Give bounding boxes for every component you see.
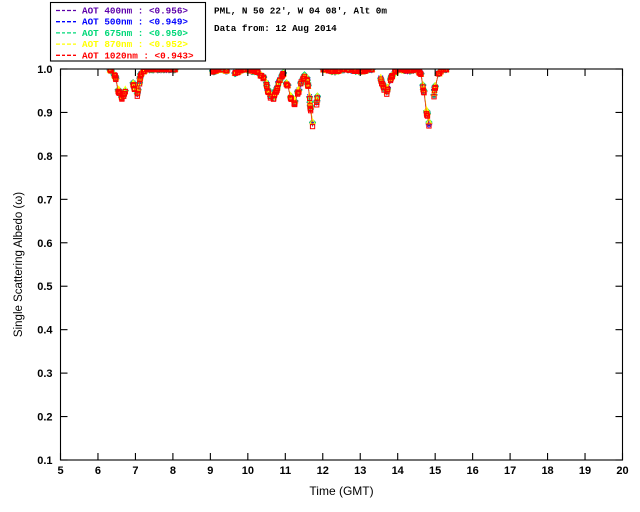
svg-text:0.7: 0.7 (37, 194, 52, 206)
svg-text:Time (GMT): Time (GMT) (309, 484, 373, 498)
svg-text:17: 17 (504, 465, 516, 477)
svg-text:1.0: 1.0 (37, 64, 52, 76)
svg-text:0.1: 0.1 (37, 455, 52, 467)
svg-text:19: 19 (579, 465, 591, 477)
svg-text:AOT 500nm : <0.949>: AOT 500nm : <0.949> (82, 17, 188, 28)
svg-text:0.4: 0.4 (37, 325, 53, 337)
svg-text:13: 13 (354, 465, 366, 477)
svg-text:6: 6 (95, 465, 101, 477)
svg-text:AOT 1020nm : <0.943>: AOT 1020nm : <0.943> (82, 50, 194, 61)
svg-text:0.8: 0.8 (37, 151, 52, 163)
svg-text:10: 10 (242, 465, 254, 477)
svg-text:0.2: 0.2 (37, 412, 52, 424)
svg-text:AOT 400nm : <0.956>: AOT 400nm : <0.956> (82, 6, 188, 17)
svg-text:12: 12 (317, 465, 329, 477)
svg-text:9: 9 (207, 465, 213, 477)
svg-text:0.6: 0.6 (37, 238, 52, 250)
svg-text:20: 20 (616, 465, 628, 477)
svg-text:7: 7 (132, 465, 138, 477)
svg-text:PML, N 50 22', W 04 08', Alt 0: PML, N 50 22', W 04 08', Alt 0m (214, 6, 387, 17)
svg-text:15: 15 (429, 465, 441, 477)
svg-text:8: 8 (170, 465, 176, 477)
svg-text:5: 5 (57, 465, 63, 477)
svg-text:0.5: 0.5 (37, 281, 52, 293)
svg-text:16: 16 (467, 465, 479, 477)
svg-text:Data from: 12 Aug 2014: Data from: 12 Aug 2014 (214, 23, 337, 34)
svg-text:18: 18 (541, 465, 553, 477)
svg-text:AOT 870nm : <0.952>: AOT 870nm : <0.952> (82, 39, 188, 50)
svg-text:Single Scattering Albedo (ω): Single Scattering Albedo (ω) (13, 192, 25, 337)
svg-text:AOT 675nm : <0.950>: AOT 675nm : <0.950> (82, 28, 188, 39)
svg-text:0.9: 0.9 (37, 107, 52, 119)
svg-text:11: 11 (279, 465, 291, 477)
svg-text:0.3: 0.3 (37, 368, 52, 380)
svg-text:14: 14 (392, 465, 405, 477)
